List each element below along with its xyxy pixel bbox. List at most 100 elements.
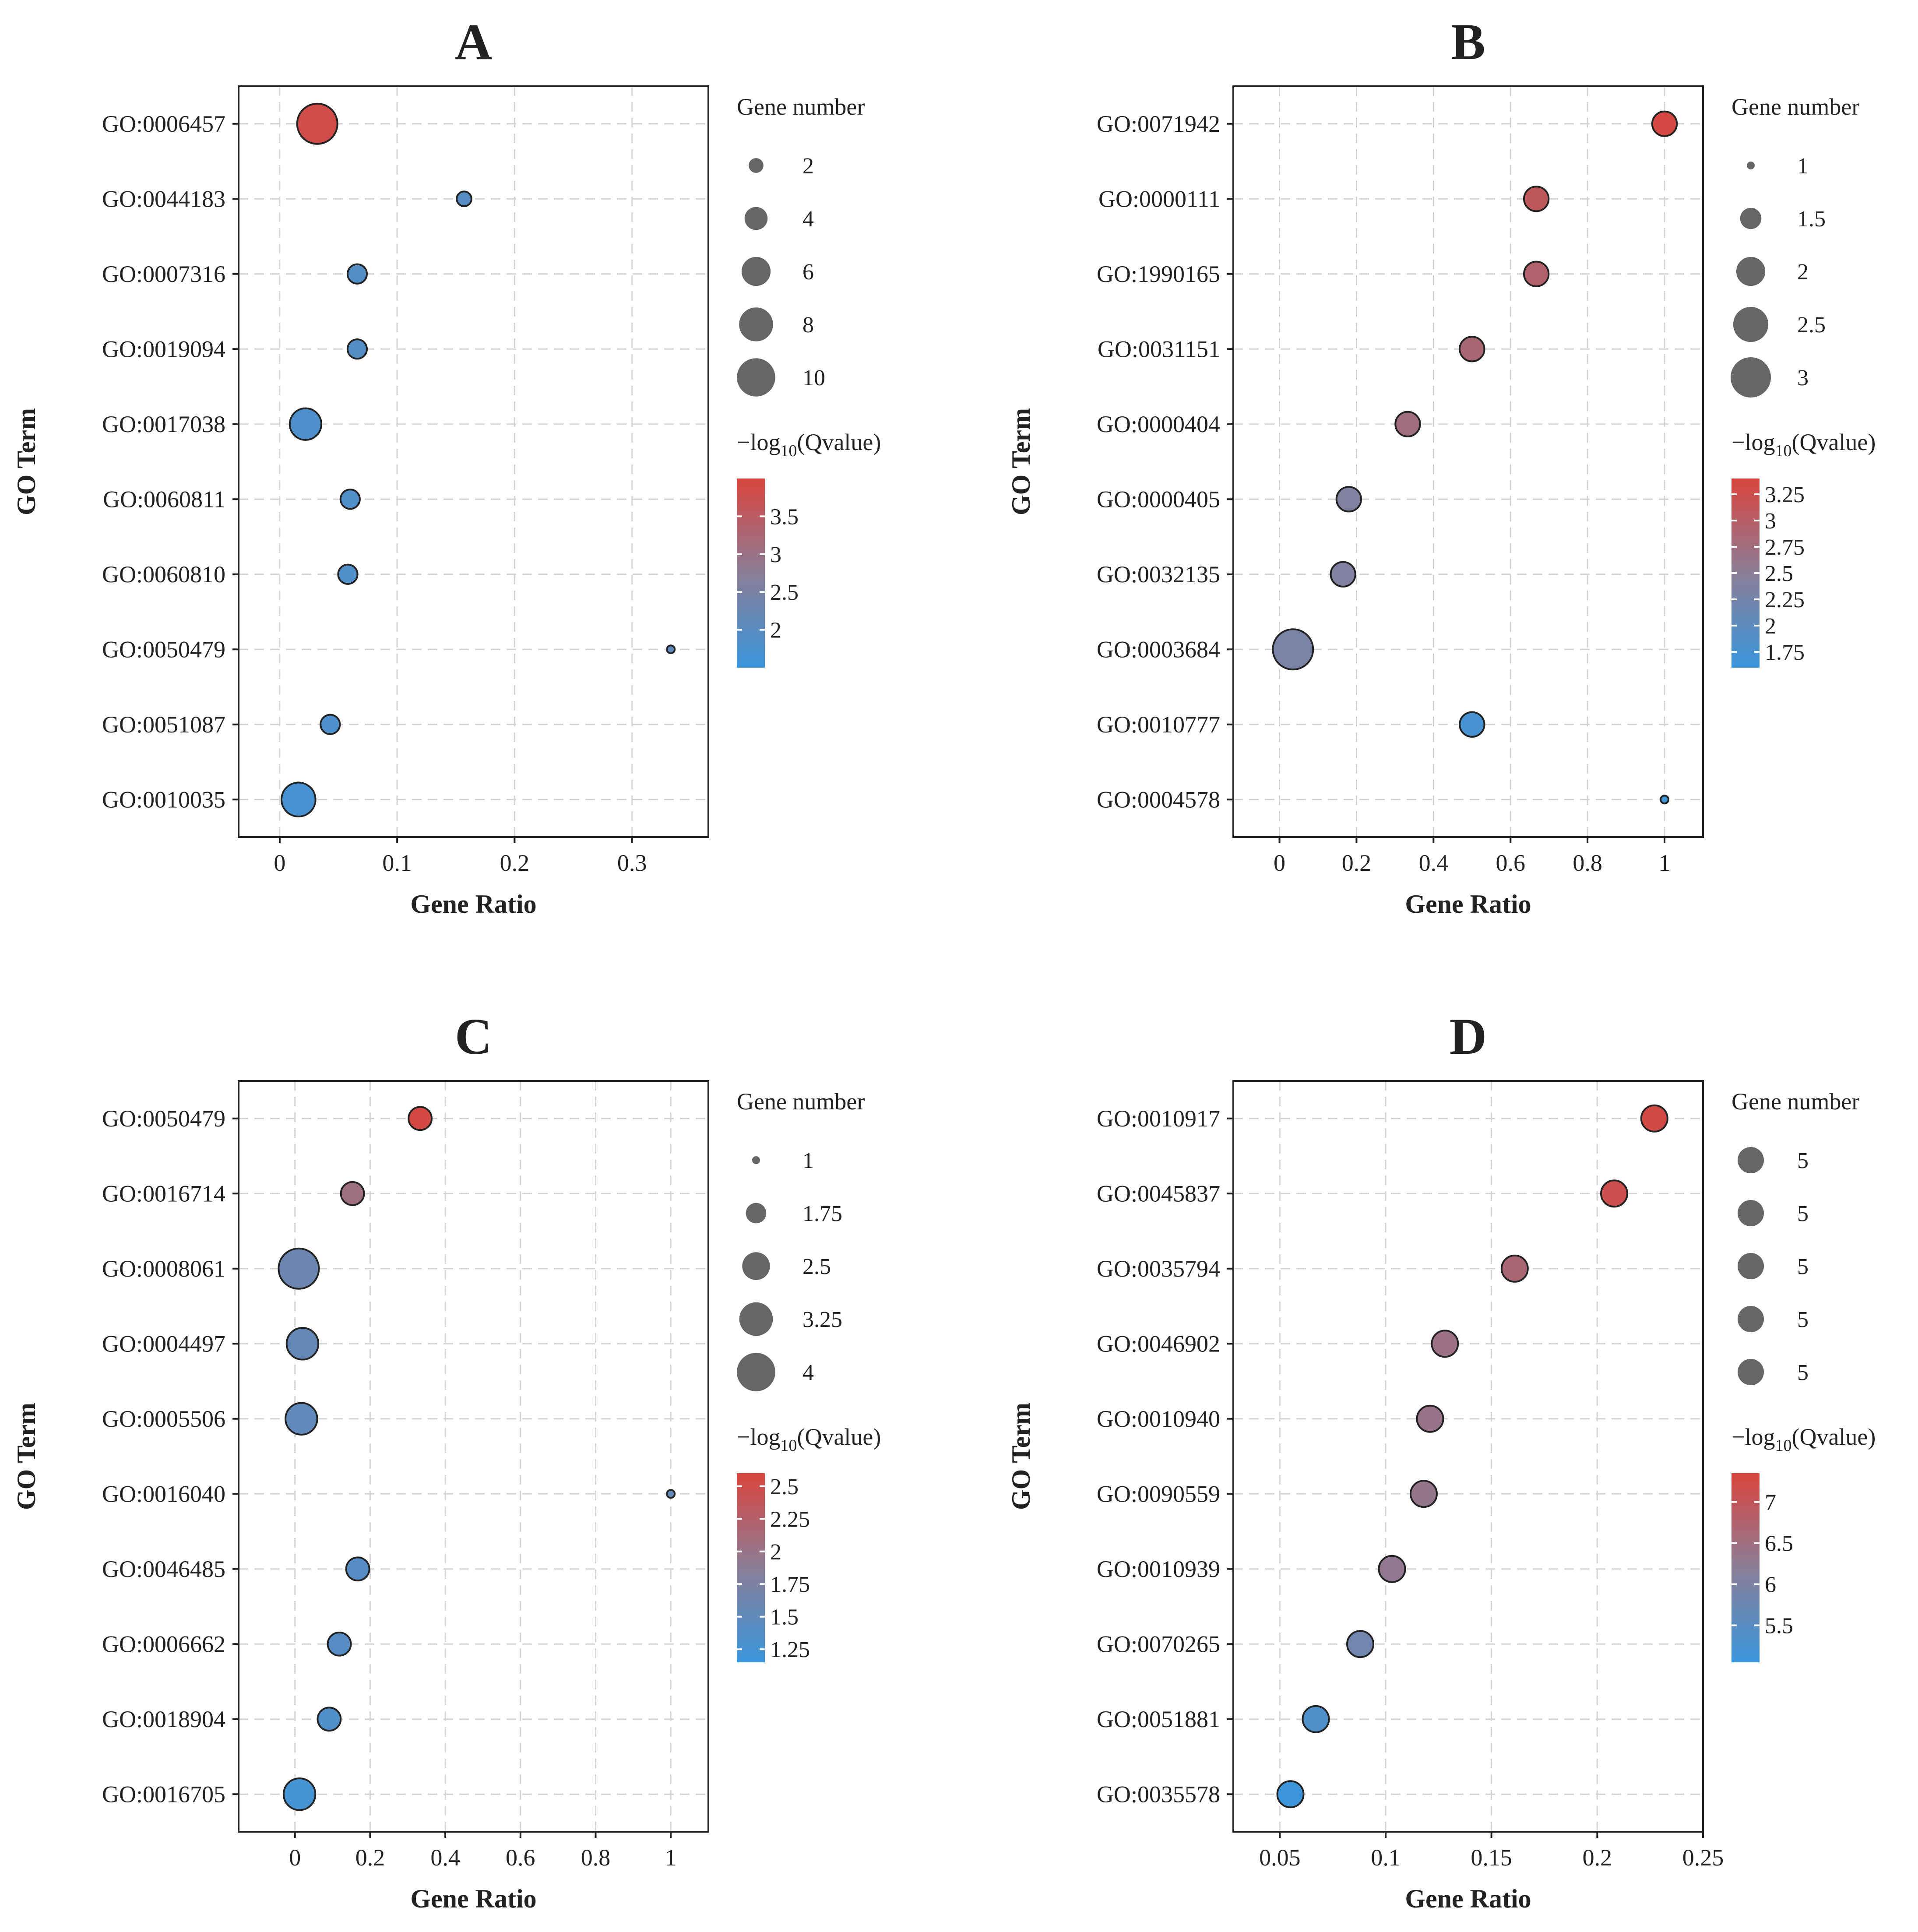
data-point-bubble	[281, 781, 317, 818]
size-legend-dot	[742, 1252, 770, 1280]
x-tick-label: 0	[289, 1844, 301, 1871]
x-axis: 0 0.2 0.4 0.6 0.8 1	[1274, 837, 1671, 876]
x-tick-label: 0.1	[1371, 1844, 1401, 1871]
color-legend-label: 1.75	[770, 1572, 810, 1597]
data-point-bubble	[1459, 336, 1485, 362]
x-tick-label: 0.05	[1259, 1844, 1301, 1871]
y-axis-title: GO Term	[12, 1403, 41, 1510]
panel-c: C GO:0050479 GO:0016714 GO:0008061 GO:000449…	[12, 1008, 881, 1913]
data-point-bubble	[317, 1707, 342, 1732]
size-legend-dot	[1738, 1147, 1764, 1173]
color-legend-label: 2.25	[1765, 588, 1805, 612]
y-tick-label: GO:0016714	[102, 1180, 225, 1207]
data-point-bubble	[337, 563, 359, 585]
size-legend-label: 5	[1797, 1148, 1809, 1173]
color-legend-title-suffix: (Qvalue)	[797, 429, 881, 455]
size-legend-dot	[1738, 1200, 1764, 1226]
y-tick-label: GO:0051881	[1097, 1706, 1220, 1732]
size-legend-dot	[1738, 1306, 1764, 1332]
y-tick-label: GO:0004578	[1097, 786, 1220, 813]
y-axis: GO:0050479 GO:0016714 GO:0008061 GO:0004497…	[102, 1105, 239, 1807]
y-tick-label: GO:0090559	[1097, 1481, 1220, 1507]
data-point-bubble	[666, 1489, 676, 1499]
data-point-bubble	[1660, 795, 1670, 805]
size-legend-dot	[1731, 357, 1771, 398]
color-legend-title-suffix: (Qvalue)	[1791, 1424, 1876, 1450]
y-tick-label: GO:0017038	[102, 411, 225, 437]
size-legend-label: 4	[802, 207, 814, 232]
x-tick-label: 0.4	[1419, 850, 1449, 876]
color-legend-title-subscript: 10	[1775, 1436, 1791, 1455]
color-legend-title: −log10(Qvalue)	[737, 1424, 881, 1455]
y-tick-label: GO:0035578	[1097, 1781, 1220, 1807]
y-tick-label: GO:0051087	[102, 711, 225, 738]
y-tick-label: GO:0010917	[1097, 1105, 1220, 1132]
color-legend-title-prefix: −log	[737, 1424, 780, 1450]
data-point-bubble	[340, 1181, 365, 1206]
x-tick-label: 0.2	[1342, 850, 1372, 876]
y-tick-label: GO:0046485	[102, 1556, 225, 1582]
color-legend-title-subscript: 10	[780, 442, 797, 460]
color-legend-label: 1.25	[770, 1637, 810, 1662]
color-legend-title-prefix: −log	[737, 429, 780, 455]
size-legend-dot	[744, 207, 768, 230]
data-point-bubble	[1302, 1705, 1330, 1733]
x-tick-label: 1	[665, 1844, 677, 1871]
size-legend-label: 1.5	[1797, 207, 1826, 232]
data-point-bubble	[1459, 711, 1485, 738]
color-legend-title-prefix: −log	[1731, 429, 1775, 455]
y-tick-label: GO:0018904	[102, 1706, 225, 1732]
x-tick-label: 0.4	[430, 1844, 460, 1871]
color-legend-label: 7	[1765, 1490, 1776, 1515]
data-point-bubble	[1431, 1330, 1459, 1358]
data-point-bubble	[1394, 411, 1421, 437]
color-legend-label: 2.75	[1765, 535, 1805, 560]
color-legend-label: 2.5	[1765, 561, 1793, 586]
color-legend-label: 3	[1765, 509, 1776, 534]
x-tick-label: 0.25	[1682, 1844, 1724, 1871]
color-legend: −log10(Qvalue) 2.5 2.25 2 1.75 1.5 1.25	[737, 1424, 881, 1662]
panel-letter: D	[1450, 1008, 1487, 1065]
y-tick-label: GO:0016040	[102, 1481, 225, 1507]
y-tick-label: GO:0004497	[102, 1330, 225, 1357]
y-tick-label: GO:0046902	[1097, 1330, 1220, 1357]
x-axis-title: Gene Ratio	[1405, 1884, 1531, 1913]
size-legend-label: 5	[1797, 1254, 1809, 1279]
data-point-bubble	[1378, 1555, 1406, 1583]
y-tick-label: GO:0019094	[102, 336, 225, 362]
size-legend-title: Gene number	[737, 1088, 865, 1115]
data-point-bubble	[1651, 110, 1678, 137]
color-legend-label: 2.25	[770, 1507, 810, 1532]
panel-b: B GO:0071942 GO:0000111 GO:1990165 GO:003115…	[1007, 13, 1876, 918]
size-legend: Gene number 5 5 5 5 5	[1731, 1088, 1859, 1385]
panel-a: A GO:0006457 GO:0044183 GO:0007316 GO:001909…	[12, 13, 881, 918]
color-legend-title-suffix: (Qvalue)	[1791, 429, 1876, 455]
size-legend-dot	[1738, 1253, 1764, 1279]
x-axis-title: Gene Ratio	[410, 890, 536, 918]
x-tick-label: 0.1	[382, 850, 412, 876]
size-legend-label: 5	[1797, 1201, 1809, 1226]
color-legend-label: 6.5	[1765, 1531, 1793, 1556]
color-legend-title-suffix: (Qvalue)	[797, 1424, 881, 1450]
y-axis-title: GO Term	[1007, 408, 1035, 515]
data-point-bubble	[346, 338, 368, 360]
data-point-bubble	[1523, 260, 1550, 287]
y-tick-label: GO:0032135	[1097, 561, 1220, 588]
size-legend-title: Gene number	[1731, 1088, 1859, 1115]
size-legend-dot	[1733, 306, 1769, 342]
x-tick-label: 0	[1274, 850, 1285, 876]
color-legend-title: −log10(Qvalue)	[1731, 429, 1876, 460]
color-legend-label: 1.75	[1765, 640, 1805, 665]
color-legend-label: 2	[770, 618, 781, 643]
x-axis: 0 0.2 0.4 0.6 0.8 1	[289, 1832, 677, 1871]
size-legend-dot	[746, 1203, 767, 1224]
bubbles	[1272, 110, 1678, 805]
data-point-bubble	[1640, 1104, 1668, 1133]
size-legend-label: 10	[802, 366, 825, 391]
data-point-bubble	[289, 407, 322, 441]
data-point-bubble	[1346, 1630, 1374, 1658]
bubbles	[281, 102, 676, 818]
y-tick-label: GO:0045837	[1097, 1180, 1220, 1207]
color-legend-label: 6	[1765, 1573, 1776, 1598]
x-axis: 0.05 0.1 0.15 0.2 0.25	[1259, 1832, 1724, 1871]
